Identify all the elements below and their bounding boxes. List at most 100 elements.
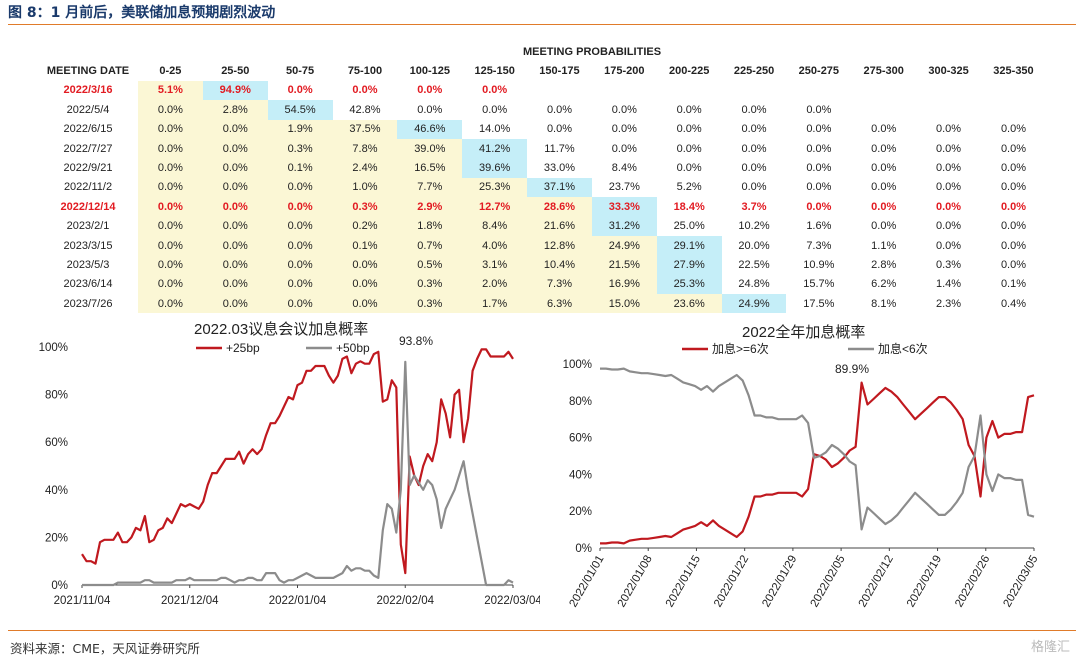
probability-cell: 29.1% <box>656 235 722 256</box>
meeting-date: 2023/2/1 <box>66 220 110 233</box>
x-tick-label: 2022/03/04 <box>484 595 540 607</box>
probability-cell <box>851 100 916 119</box>
meeting-date: 2023/5/3 <box>66 258 110 271</box>
column-header: 50-75 <box>286 65 315 78</box>
probability-cell: 0.0% <box>287 84 313 97</box>
probability-cell: 0.0% <box>611 123 637 136</box>
probability-cell: 18.4% <box>673 200 705 213</box>
probability-cell <box>722 81 787 100</box>
probability-cell: 0.0% <box>138 177 203 198</box>
probability-cell: 0.0% <box>417 84 443 97</box>
table-row: 2022/5/4 0.0% 2.8% 54.5% 42.8% 0.0% 0.0% 0.0% 0.… <box>38 100 1046 120</box>
probability-cell: 16.5% <box>397 158 463 178</box>
meeting-date: 2023/6/14 <box>63 278 113 291</box>
x-tick-label: 2022/02/12 <box>857 554 896 610</box>
figure-title: 图 8：1 月前后，美联储加息预期剧烈波动 <box>8 5 276 21</box>
table-row: 2023/2/1 0.0% 0.0% 0.0% 0.2% 1.8% 8.4% 21.6% 31.… <box>38 216 1046 236</box>
probability-cell: 42.8% <box>349 103 381 116</box>
probability-cell: 0.0% <box>138 100 203 120</box>
table-header-row: MEETING DATE 0-25 25-50 50-75 75-100 100-125… <box>38 61 1046 80</box>
probability-cell: 0.1% <box>1000 278 1027 291</box>
probability-cell: 2.4% <box>332 158 398 178</box>
probability-cell: 31.2% <box>591 216 657 236</box>
probability-cell: 10.2% <box>738 220 770 233</box>
probability-cell <box>981 100 1046 119</box>
legend-label: 加息<6次 <box>878 341 928 356</box>
probability-cell: 0.0% <box>332 255 398 275</box>
probability-cell: 0.0% <box>1000 258 1027 271</box>
probability-cell: 20.0% <box>738 239 770 252</box>
probability-cell: 0.0% <box>741 162 767 175</box>
probability-cell: 0.0% <box>332 274 398 295</box>
probability-cell: 7.7% <box>397 177 463 198</box>
probability-cell <box>916 100 981 119</box>
peak-annotation: 89.9% <box>835 362 869 376</box>
probability-cell <box>851 81 916 100</box>
column-header: 25-50 <box>221 65 250 78</box>
probability-cell: 15.7% <box>803 278 835 291</box>
y-tick-label: 0% <box>575 543 592 555</box>
meeting-date: 2022/5/4 <box>66 103 110 116</box>
probability-cell: 2.3% <box>936 297 962 310</box>
probability-cell: 0.0% <box>741 181 767 194</box>
probability-cell: 0.0% <box>138 294 203 314</box>
watermark-logo: 格隆汇 <box>1030 640 1070 655</box>
probability-cell: 10.4% <box>527 255 592 275</box>
y-tick-label: 100% <box>39 342 68 354</box>
probability-cell: 0.0% <box>138 255 203 275</box>
series-line-0 <box>81 348 514 575</box>
probability-cell: 7.8% <box>332 138 398 159</box>
x-tick-label: 2022/02/05 <box>809 554 848 610</box>
probability-cell: 1.8% <box>397 216 463 236</box>
series-line-1 <box>600 367 1035 531</box>
probability-cell: 0.0% <box>138 119 203 139</box>
probability-cell: 0.3% <box>936 258 962 271</box>
probability-cell: 0.0% <box>267 177 333 198</box>
probability-cell: 2.8% <box>871 258 897 271</box>
probability-cell: 39.6% <box>462 158 528 178</box>
probability-cell: 12.8% <box>527 235 592 256</box>
probability-cell: 8.4% <box>611 162 637 175</box>
meeting-date: 2022/9/21 <box>63 162 113 175</box>
meeting-date: 2022/6/15 <box>63 123 113 136</box>
date-header: MEETING DATE <box>46 65 130 78</box>
probability-cell: 1.7% <box>462 294 528 314</box>
probability-cell: 7.3% <box>806 239 832 252</box>
probability-cell: 2.9% <box>397 197 463 217</box>
probability-cell: 1.0% <box>332 177 398 198</box>
chart2-svg: 0%20%40%60%80%100%2022/01/01 2022/01/08 20… <box>563 341 1041 610</box>
y-tick-label: 20% <box>45 532 68 544</box>
probability-cell: 0.0% <box>138 197 203 217</box>
table-row: 2023/6/14 0.0% 0.0% 0.0% 0.0% 0.3% 2.0% 7.3% 16.… <box>38 274 1046 295</box>
column-header: 300-325 <box>928 65 969 78</box>
probability-cell: 0.0% <box>936 220 962 233</box>
x-tick-label: 2022/01/22 <box>712 554 751 610</box>
probability-cell: 24.8% <box>738 278 770 291</box>
probability-cell: 0.0% <box>202 274 268 295</box>
probability-cell: 0.0% <box>267 255 333 275</box>
table-row: 2023/3/15 0.0% 0.0% 0.0% 0.1% 0.7% 4.0% 12.8% 24… <box>38 235 1046 256</box>
probability-cell: 0.0% <box>936 142 962 155</box>
legend-label: +25bp <box>226 341 260 355</box>
probability-cell: 2.0% <box>462 274 528 295</box>
column-header: 200-225 <box>668 65 710 78</box>
probability-cell: 0.0% <box>267 235 333 256</box>
probability-cell: 12.7% <box>462 197 528 217</box>
column-header: 250-275 <box>798 65 840 78</box>
series-line-1 <box>82 360 514 587</box>
probability-cell: 0.0% <box>267 274 333 295</box>
probability-cell: 0.0% <box>267 294 333 314</box>
probability-cell: 24.9% <box>591 235 657 256</box>
probability-cell: 0.0% <box>202 138 268 159</box>
y-tick-label: 60% <box>45 437 68 449</box>
table-row: 2022/11/2 0.0% 0.0% 0.0% 1.0% 7.7% 25.3% 37.1% 2… <box>38 177 1046 198</box>
probability-cell: 0.1% <box>267 158 333 178</box>
probability-cell: 0.0% <box>332 294 398 314</box>
legend-label: 加息>=6次 <box>712 341 769 356</box>
probability-cell: 25.0% <box>673 220 705 233</box>
probability-cell: 23.7% <box>608 181 640 194</box>
probability-cell: 54.5% <box>267 100 333 120</box>
probability-cell <box>786 81 851 100</box>
table-row: 2022/7/27 0.0% 0.0% 0.3% 7.8% 39.0% 41.2% 11.7%… <box>38 138 1046 159</box>
probability-cell: 0.0% <box>202 119 268 139</box>
